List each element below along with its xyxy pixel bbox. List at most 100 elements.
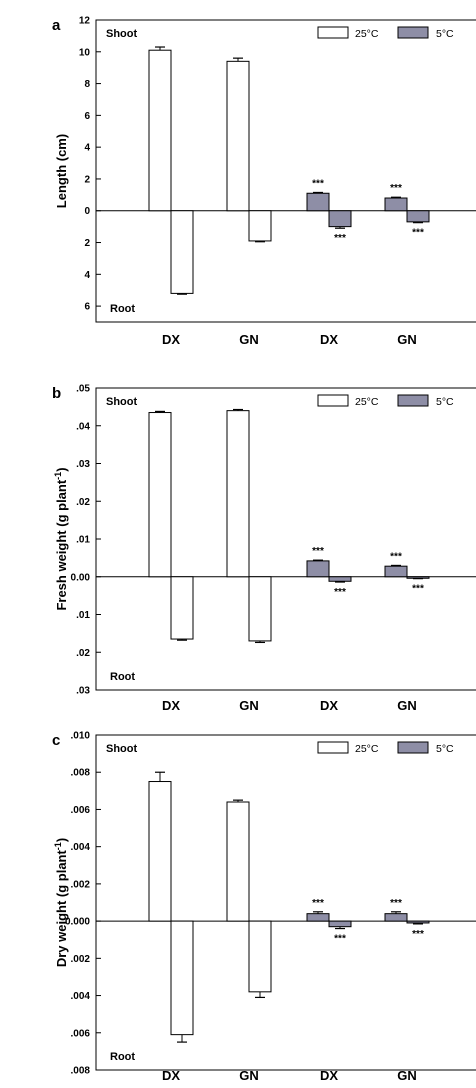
significance-stars: *** — [312, 546, 324, 557]
bar-shoot — [226, 60, 250, 212]
legend-label-25c: 25°C — [355, 396, 379, 408]
root-label: Root — [110, 303, 135, 315]
x-category-label: GN — [397, 1068, 417, 1083]
significance-stars: *** — [312, 898, 324, 909]
significance-stars: *** — [412, 584, 424, 595]
panel-letter: a — [52, 17, 61, 34]
legend-swatch-25c — [317, 741, 349, 754]
y-axis-label-end: ) — [54, 467, 69, 471]
legend-swatch-5c — [397, 741, 429, 754]
bar-root — [406, 920, 430, 924]
bar-root — [170, 576, 194, 640]
y-tick-label: .04 — [76, 421, 90, 432]
significance-stars: *** — [334, 587, 346, 598]
x-category-label: DX — [162, 332, 180, 347]
y-tick-label: .01 — [76, 610, 90, 621]
bar-root — [248, 576, 272, 642]
y-tick-label: .03 — [76, 686, 90, 697]
x-category-label: DX — [162, 1068, 180, 1083]
bar-root — [170, 920, 194, 1036]
significance-stars: *** — [412, 228, 424, 239]
significance-stars: *** — [334, 934, 346, 945]
bar-shoot — [226, 410, 250, 578]
x-category-label: GN — [397, 698, 417, 713]
significance-stars: *** — [390, 898, 402, 909]
legend-label-5c: 5°C — [436, 396, 454, 408]
y-tick-label: 6 — [84, 111, 90, 122]
x-category-label: DX — [320, 1068, 338, 1083]
y-tick-label: .02 — [76, 497, 90, 508]
y-axis-label: Length (cm) — [54, 134, 69, 208]
y-tick-label: 0.00 — [71, 572, 91, 583]
bar-shoot — [226, 801, 250, 922]
bar-shoot — [306, 192, 330, 212]
bar-root — [248, 920, 272, 993]
y-tick-label: 12 — [79, 16, 91, 27]
legend-label-5c: 5°C — [436, 743, 454, 755]
shoot-label: Shoot — [106, 28, 137, 40]
bar-shoot — [306, 913, 330, 922]
x-category-label: GN — [239, 698, 259, 713]
bar-root — [328, 576, 352, 582]
y-axis-label: Dry weight (g plant-1) — [53, 838, 69, 967]
y-tick-label: 4 — [84, 270, 90, 281]
y-tick-label: .01 — [76, 535, 90, 546]
bar-root — [248, 210, 272, 242]
y-axis-label-main: Fresh weight (g plant — [54, 479, 69, 610]
significance-stars: *** — [334, 233, 346, 244]
bar-shoot — [148, 49, 172, 212]
plot-frame — [95, 19, 476, 323]
panel-letter: b — [52, 385, 61, 402]
significance-stars: *** — [412, 929, 424, 940]
x-category-label: DX — [320, 332, 338, 347]
shoot-label: Shoot — [106, 396, 137, 408]
legend-label-25c: 25°C — [355, 743, 379, 755]
y-tick-label: 10 — [79, 47, 91, 58]
bar-shoot — [384, 565, 408, 578]
y-tick-label: 2 — [84, 238, 90, 249]
root-label: Root — [110, 671, 135, 683]
y-tick-label: .05 — [76, 384, 90, 395]
legend-label-25c: 25°C — [355, 28, 379, 40]
bar-root — [170, 210, 194, 294]
bar-shoot — [148, 781, 172, 922]
bar-shoot — [148, 412, 172, 578]
bar-shoot — [306, 560, 330, 578]
y-axis-label-main: Dry weight (g plant — [54, 850, 69, 968]
bar-root — [406, 576, 430, 579]
y-tick-label: .03 — [76, 459, 90, 470]
y-tick-label: 2 — [84, 174, 90, 185]
panel-letter: c — [52, 732, 60, 749]
y-axis-label-superscript: -1 — [53, 472, 63, 480]
y-tick-label: .002 — [71, 879, 91, 890]
y-tick-label: 0 — [84, 206, 90, 217]
plot-frame — [95, 734, 476, 1071]
significance-stars: *** — [390, 183, 402, 194]
bar-root — [406, 210, 430, 223]
y-tick-label: 8 — [84, 79, 90, 90]
y-tick-label: .02 — [76, 648, 90, 659]
legend-swatch-25c — [317, 394, 349, 407]
y-tick-label: .004 — [71, 842, 91, 853]
y-tick-label: 6 — [84, 302, 90, 313]
y-tick-label: .010 — [71, 731, 91, 742]
x-category-label: GN — [397, 332, 417, 347]
legend-swatch-25c — [317, 26, 349, 39]
y-tick-label: .004 — [71, 991, 91, 1002]
x-category-label: DX — [320, 698, 338, 713]
legend-swatch-5c — [397, 26, 429, 39]
y-tick-label: 4 — [84, 143, 90, 154]
y-axis-label-superscript: -1 — [53, 842, 63, 850]
y-tick-label: .006 — [71, 1028, 91, 1039]
shoot-label: Shoot — [106, 743, 137, 755]
y-tick-label: .008 — [71, 768, 91, 779]
y-tick-label: 0.000 — [65, 917, 90, 928]
bar-root — [328, 210, 352, 228]
x-category-label: DX — [162, 698, 180, 713]
significance-stars: *** — [312, 178, 324, 189]
significance-stars: *** — [390, 551, 402, 562]
bar-root — [328, 920, 352, 928]
legend-label-5c: 5°C — [436, 28, 454, 40]
y-axis-label: Fresh weight (g plant-1) — [53, 467, 69, 610]
